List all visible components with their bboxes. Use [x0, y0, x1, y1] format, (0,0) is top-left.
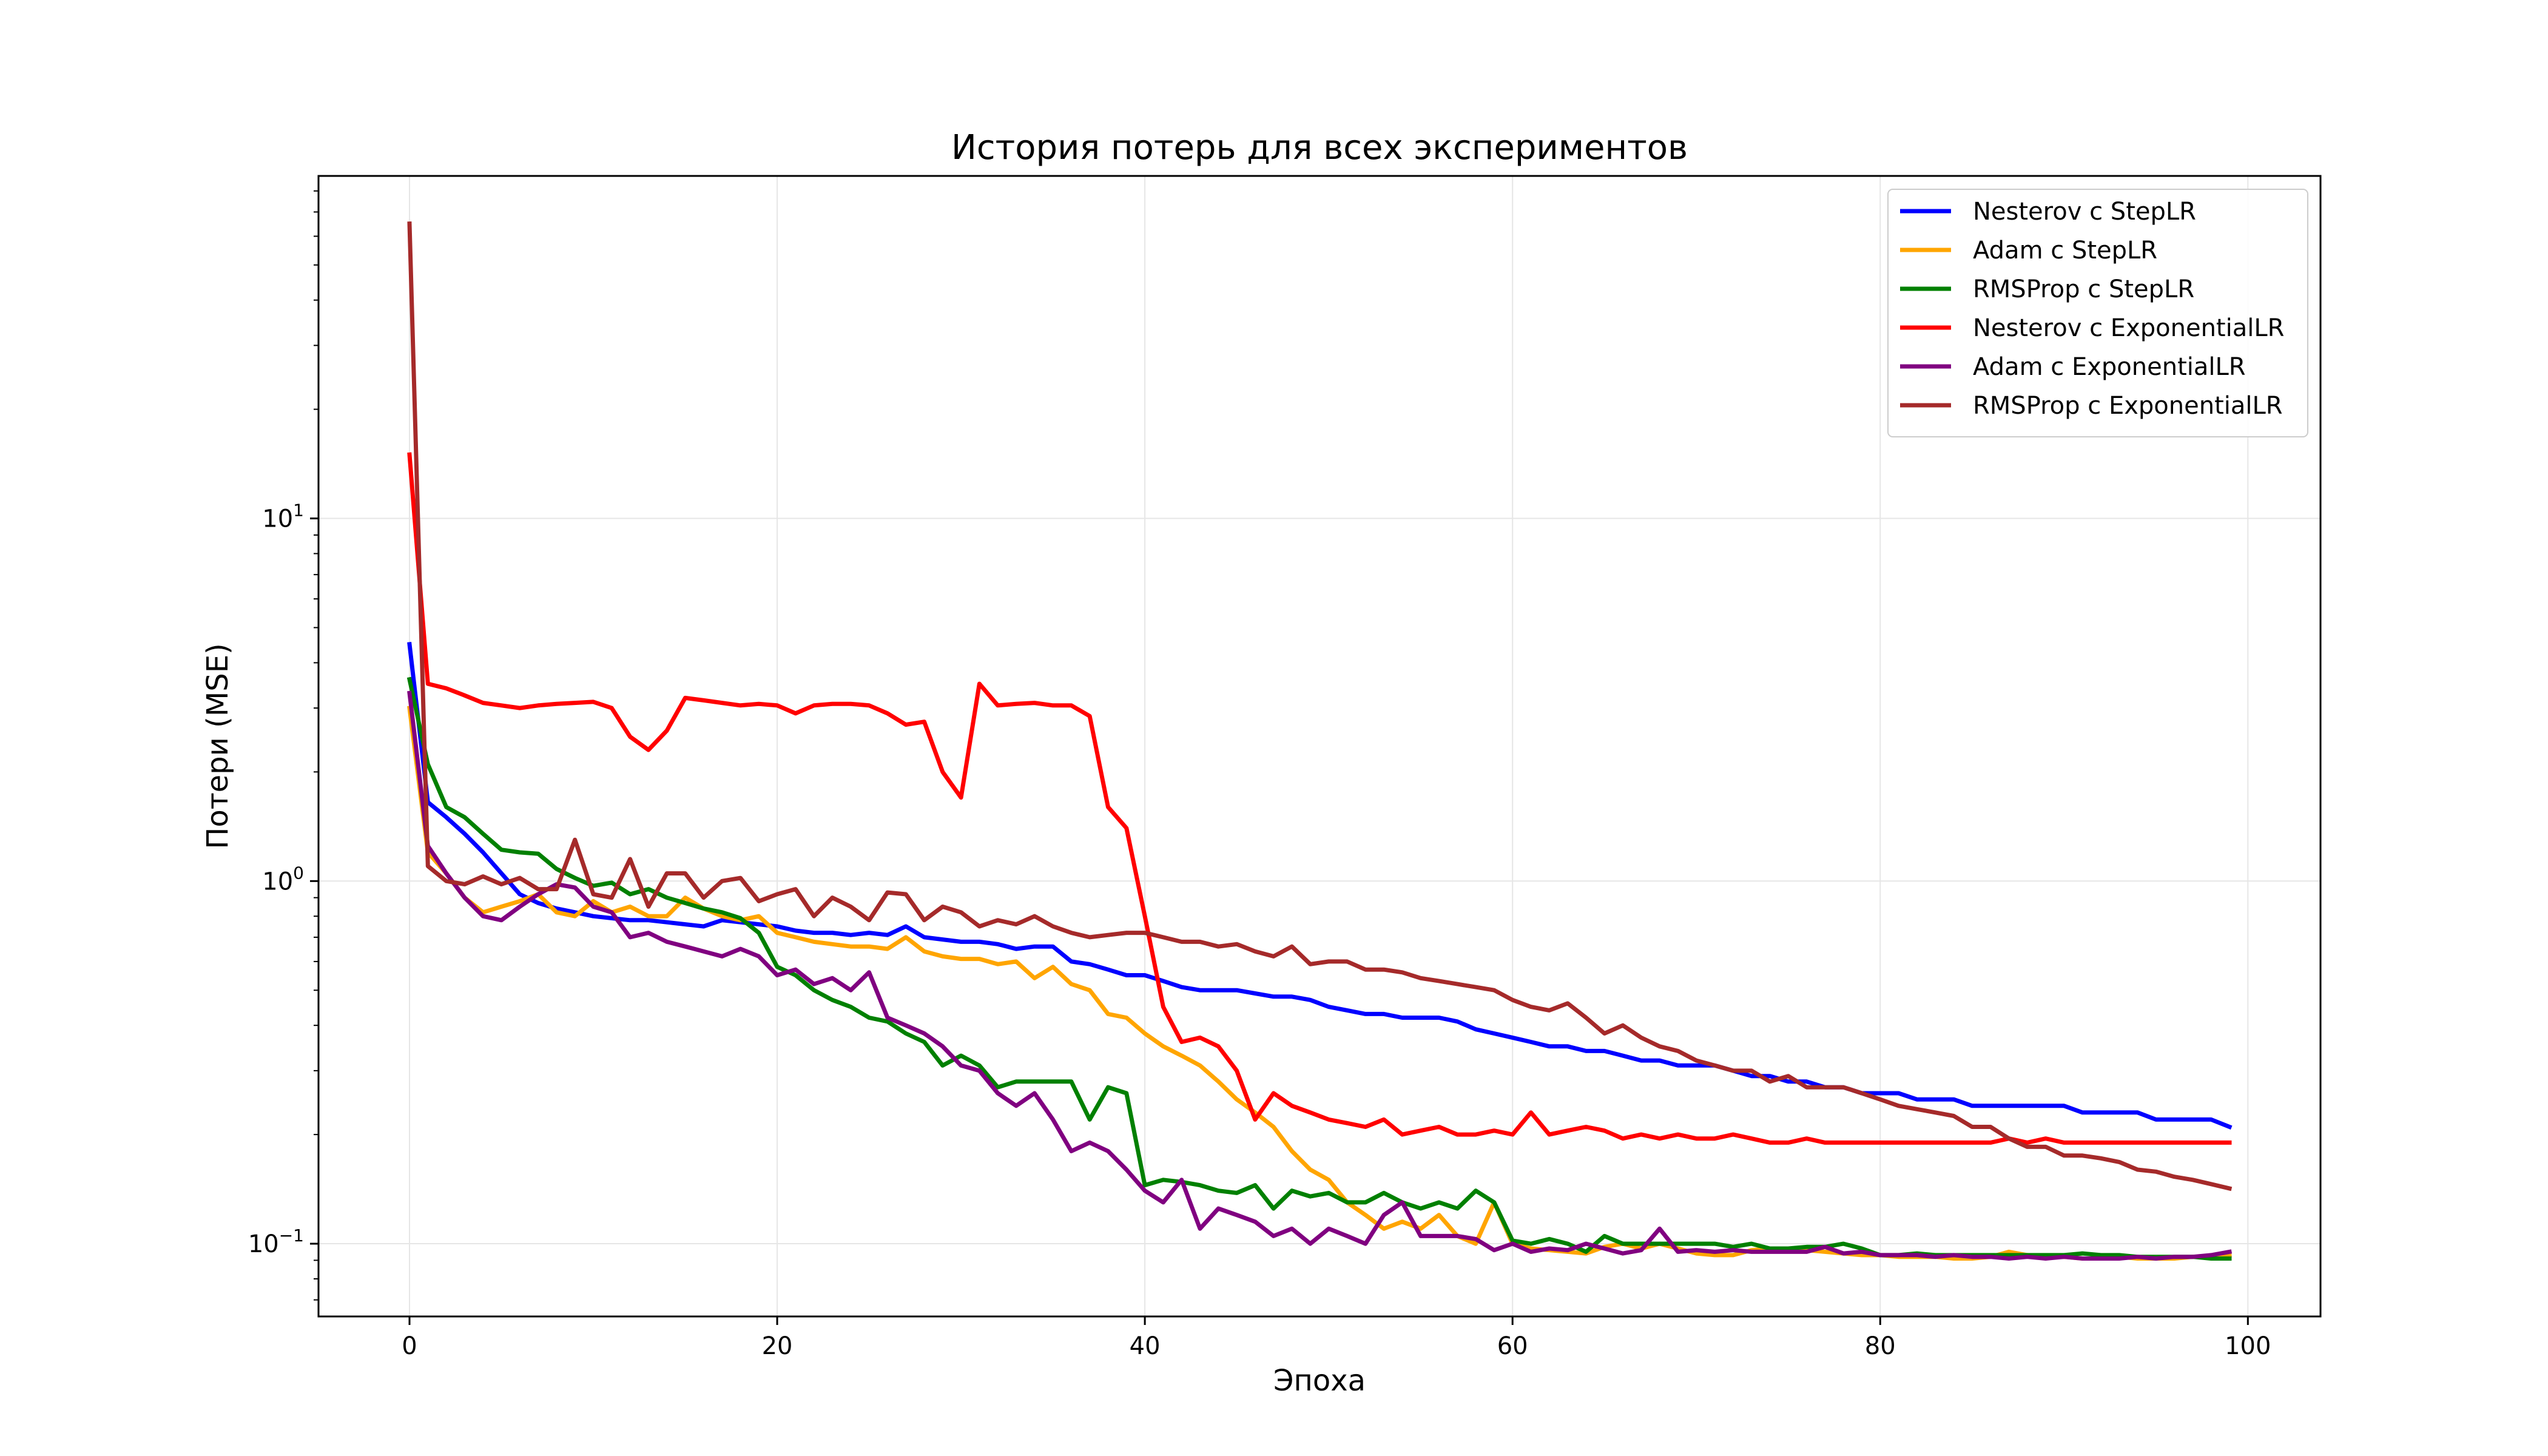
y-tick-exponent: −1 — [279, 1225, 304, 1245]
x-tick-label: 20 — [762, 1332, 793, 1360]
legend: Nesterov с StepLR Adam с StepLR RMSProp с … — [1887, 189, 2308, 437]
plot-lines — [406, 221, 2233, 1261]
y-tick-base: 10 — [248, 1230, 279, 1258]
plot-frame — [317, 175, 2322, 1318]
x-tick-label: 40 — [1130, 1332, 1161, 1360]
y-axis-label: Потери (MSE) — [201, 643, 235, 849]
chart-title: История потерь для всех экспериментов — [951, 128, 1688, 167]
legend-entry-label: RMSProp с StepLR — [1973, 275, 2194, 303]
y-tick-label: 101 — [262, 500, 304, 533]
legend-entry-label: Nesterov с ExponentialLR — [1973, 314, 2284, 342]
legend-entry-label: Adam с ExponentialLR — [1973, 353, 2246, 381]
series-line-4 — [407, 452, 2232, 1145]
y-tick-label: 100 — [262, 863, 304, 895]
y-tick-label: 10−1 — [248, 1225, 304, 1258]
x-tick-label: 80 — [1865, 1332, 1896, 1360]
x-axis-ticks: 0 20 40 60 80 100 — [402, 1316, 2271, 1360]
legend-entry-label: Adam с StepLR — [1973, 237, 2157, 265]
legend-entry-label: RMSProp с ExponentialLR — [1973, 392, 2283, 420]
y-tick-exponent: 1 — [293, 500, 304, 521]
y-tick-base: 10 — [262, 868, 293, 895]
x-tick-label: 0 — [402, 1332, 417, 1360]
y-tick-exponent: 0 — [293, 863, 304, 883]
series-line-1 — [407, 642, 2233, 1130]
x-tick-label: 60 — [1497, 1332, 1528, 1360]
y-tick-base: 10 — [262, 505, 293, 533]
x-axis-label: Эпоха — [1273, 1364, 1366, 1398]
series-line-5 — [407, 690, 2233, 1261]
x-tick-label: 100 — [2225, 1332, 2271, 1360]
grid — [318, 176, 2320, 1316]
series-line-6 — [407, 221, 2233, 1191]
legend-entry-label: Nesterov с StepLR — [1973, 198, 2196, 226]
legend-box — [1887, 189, 2308, 437]
